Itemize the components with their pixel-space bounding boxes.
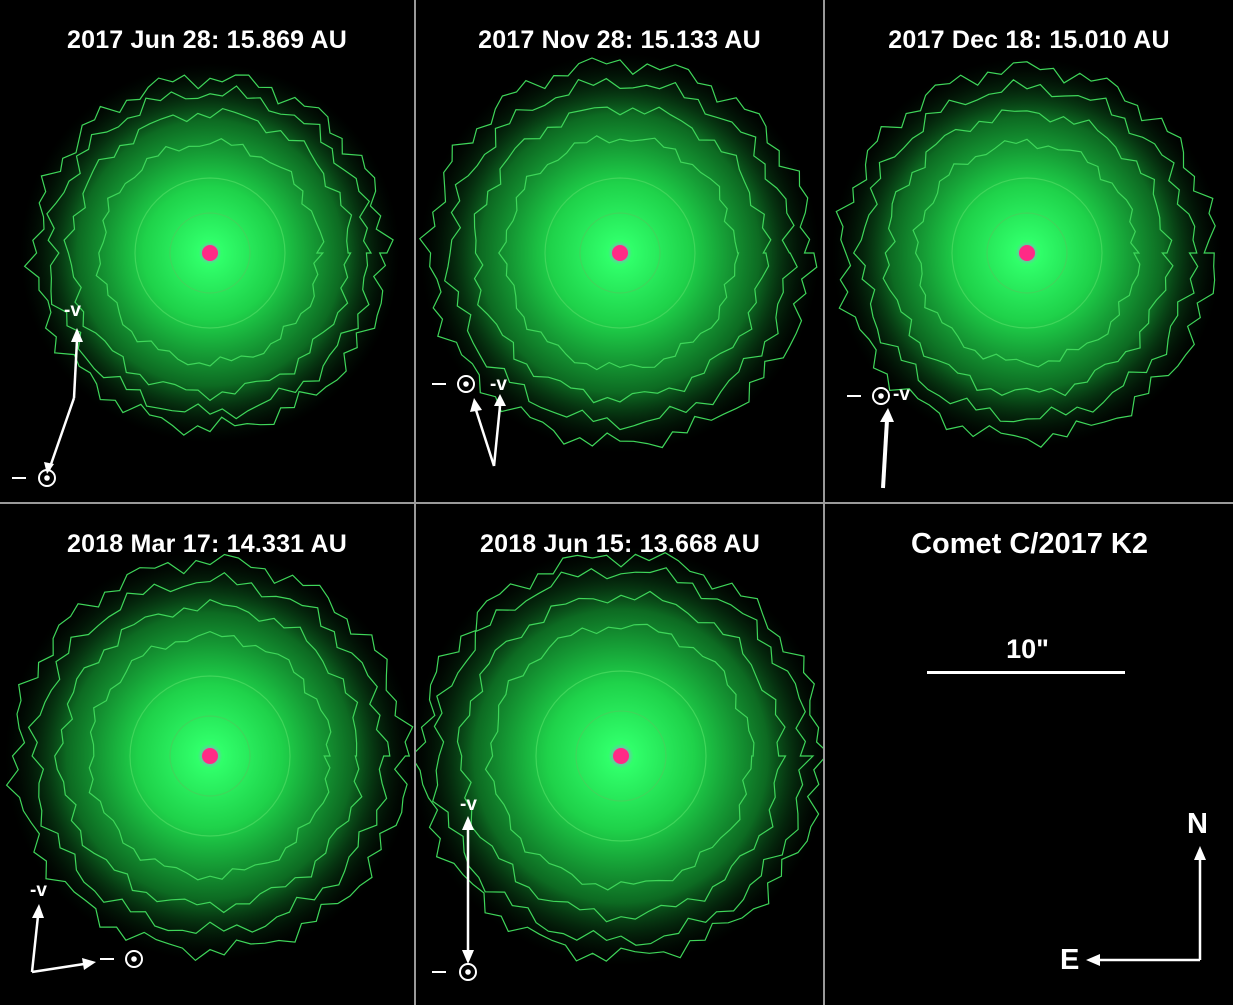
panel-title: 2017 Jun 28: 15.869 AU (66, 26, 348, 54)
contour-line (951, 177, 1103, 329)
nucleus (1019, 245, 1035, 261)
panel-title: 2018 Mar 17: 14.331 AU (66, 530, 348, 558)
contour-line (416, 552, 824, 962)
divider (0, 502, 1233, 504)
nucleus (613, 748, 629, 764)
panel-2018-jun-15: -v 2018 Jun 15: 13.668 AU (416, 504, 824, 1005)
v-label: -v (490, 374, 507, 395)
north-label: N (1187, 808, 1208, 840)
sun-symbol-icon (12, 469, 56, 487)
contour-line (169, 212, 251, 294)
east-label: E (1060, 944, 1080, 976)
v-label: -v (30, 880, 47, 901)
coma-image: -v (832, 58, 1222, 489)
contour-line (456, 590, 787, 923)
nucleus (202, 245, 218, 261)
compass-icon (1086, 846, 1206, 966)
figure-title: Comet C/2017 K2 (911, 528, 1148, 560)
velocity-arrow-icon (462, 816, 474, 964)
sun-symbol-icon (100, 950, 143, 968)
contour-lines (23, 74, 394, 436)
scale-bar (927, 671, 1125, 674)
panel-2017-nov-28: -v 2017 Nov 28: 15.133 AU (416, 0, 823, 502)
coma-image: -v (5, 551, 414, 974)
contour-line (882, 109, 1174, 397)
contour-lines (416, 552, 824, 962)
contour-line (579, 212, 661, 294)
velocity-arrow-icon (880, 408, 894, 489)
contour-line (169, 715, 251, 797)
panel-title: 2018 Jun 15: 13.668 AU (479, 530, 761, 558)
contour-line (418, 57, 818, 449)
sun-symbol-icon (432, 375, 475, 393)
sun-symbol-icon (432, 963, 477, 981)
contour-line (432, 567, 815, 946)
legend-panel: Comet C/2017 K2 10" N E (826, 504, 1233, 1005)
contour-line (484, 623, 755, 891)
contour-line (835, 61, 1216, 448)
v-label: -v (64, 300, 81, 321)
contour-line (575, 710, 667, 802)
contour-line (63, 107, 353, 402)
sun-symbol-icon (847, 387, 890, 405)
contour-line (912, 138, 1141, 368)
coma-image: -v (12, 63, 400, 487)
coma-image: -v (416, 546, 824, 981)
contour-line (986, 212, 1068, 294)
nucleus (202, 748, 218, 764)
contour-line (95, 138, 325, 367)
velocity-arrow-icon (30, 904, 96, 974)
contour-line (473, 106, 772, 404)
nucleus (612, 245, 628, 261)
contour-line (544, 177, 696, 329)
contour-line (498, 135, 740, 371)
contour-line (535, 670, 707, 842)
contour-line (46, 85, 373, 420)
velocity-arrow-icon (470, 394, 506, 467)
contour-line (88, 630, 332, 881)
v-label: -v (893, 384, 910, 405)
contour-line (54, 599, 363, 914)
v-label: -v (460, 794, 477, 815)
contour-lines (418, 57, 818, 449)
panel-2017-jun-28: -v 2017 Jun 28: 15.869 AU (0, 0, 414, 502)
contour-lines (5, 553, 414, 962)
contour-line (129, 675, 291, 837)
contour-line (23, 74, 394, 436)
contour-line (5, 553, 414, 962)
contour-line (134, 177, 286, 329)
scale-label: 10" (1006, 634, 1049, 664)
panel-2017-dec-18: -v 2017 Dec 18: 15.010 AU (825, 0, 1233, 502)
panel-title: 2017 Dec 18: 15.010 AU (888, 26, 1170, 54)
contour-lines (835, 61, 1216, 448)
panel-2018-mar-17: -v 2018 Mar 17: 14.331 AU (0, 504, 414, 1005)
panel-title: 2017 Nov 28: 15.133 AU (478, 26, 761, 54)
contour-line (444, 77, 798, 431)
contour-line (27, 571, 391, 934)
contour-line (852, 79, 1199, 423)
coma-image: -v (418, 53, 820, 467)
